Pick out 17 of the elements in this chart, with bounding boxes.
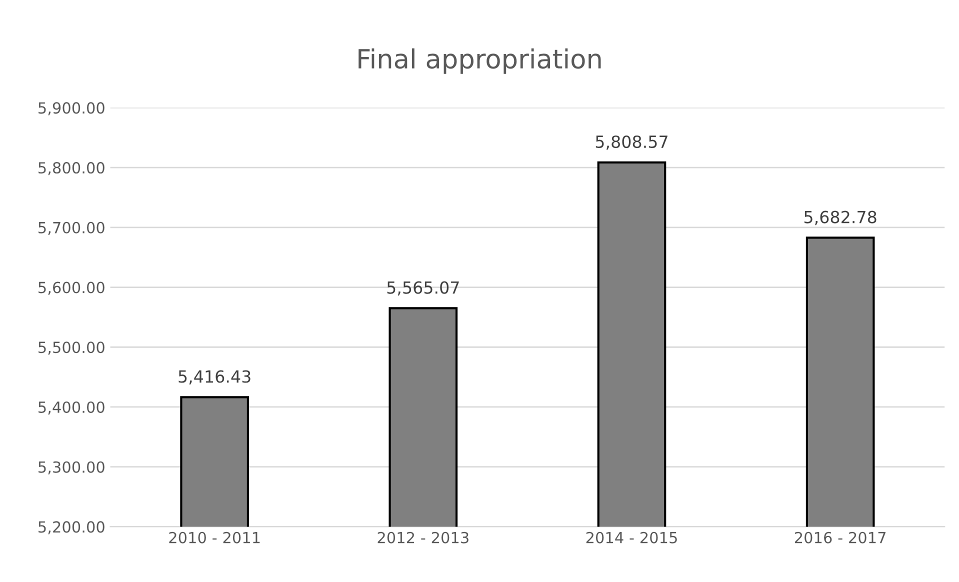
y-tick-label: 5,200.00	[38, 521, 104, 534]
y-tick-label: 5,600.00	[38, 282, 104, 295]
data-label: 5,808.57	[596, 135, 668, 150]
x-tick-label: 2014 - 2015	[586, 532, 677, 544]
y-tick-label: 5,700.00	[38, 222, 104, 235]
x-tick-label: 2016 - 2017	[794, 532, 886, 544]
y-tick-label: 5,900.00	[38, 102, 104, 116]
data-label: 5,682.78	[804, 210, 876, 226]
y-tick-label: 5,800.00	[38, 162, 104, 176]
chart-title: Final appropriation	[358, 48, 601, 74]
data-label: 5,565.07	[387, 281, 459, 296]
data-label: 5,416.43	[178, 370, 250, 385]
y-tick-label: 5,300.00	[38, 461, 104, 474]
y-tick-label: 5,400.00	[38, 401, 104, 415]
x-tick-label: 2012 - 2013	[378, 532, 468, 544]
x-tick-label: 2010 - 2011	[169, 532, 260, 544]
y-tick-label: 5,500.00	[38, 342, 104, 355]
